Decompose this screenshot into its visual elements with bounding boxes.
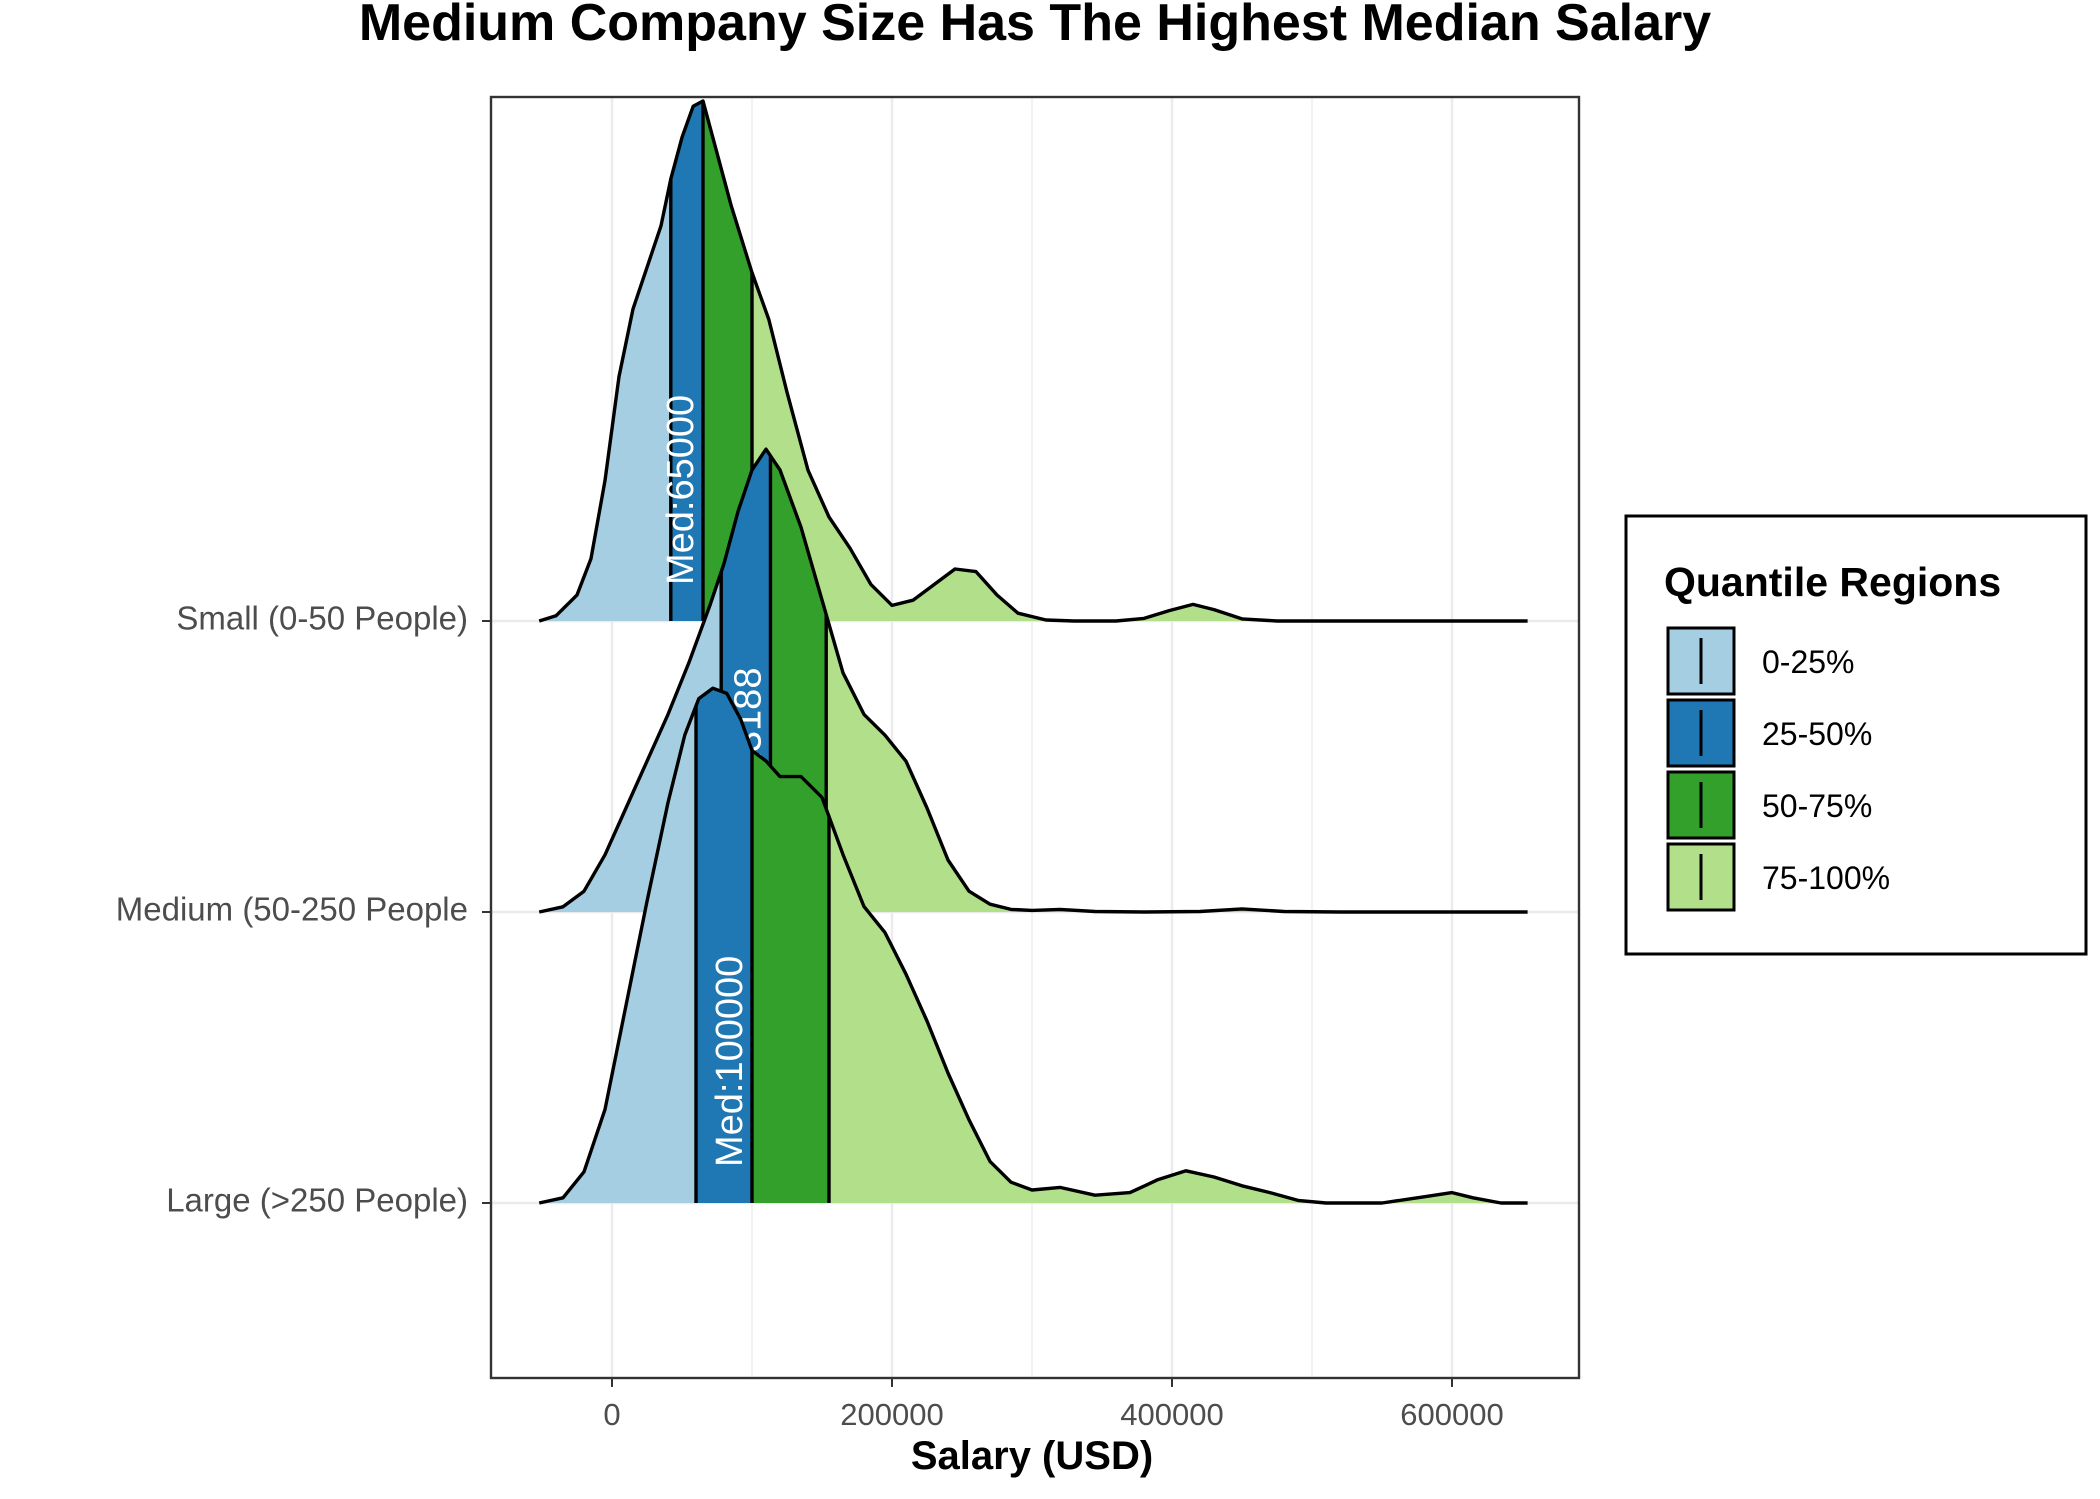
quantile-region — [539, 705, 696, 1203]
x-axis-title: Salary (USD) — [911, 1434, 1153, 1478]
quantile-region — [752, 750, 829, 1203]
x-tick-label: 200000 — [840, 1397, 943, 1432]
density-outline — [538, 447, 1528, 914]
ridge-group: Med:100000 — [538, 686, 1528, 1205]
y-tick-label: Small (0-50 People) — [176, 600, 468, 637]
y-axis: Small (0-50 People) Medium (50-250 People… — [116, 600, 491, 1219]
legend: Quantile Regions 0-25% 25-50% 50-75% 75-100… — [1624, 514, 2088, 956]
legend-label: 25-50% — [1762, 716, 1872, 752]
quantile-region — [696, 688, 752, 1203]
legend-items: 0-25% 25-50% 50-75% 75-100% — [1666, 626, 1890, 912]
legend-title: Quantile Regions — [1664, 559, 2001, 605]
quantile-region — [829, 816, 1528, 1203]
y-tick-label: Medium (50-250 People — [116, 891, 468, 928]
x-tick-label: 0 — [603, 1397, 620, 1432]
chart-title: Medium Company Size Has The Highest Medi… — [359, 0, 1711, 52]
legend-label: 0-25% — [1762, 644, 1855, 680]
legend-label: 50-75% — [1762, 788, 1872, 824]
plot-border — [489, 95, 1581, 1380]
median-label: Med:65000 — [660, 395, 702, 585]
y-tick-label: Large (>250 People) — [166, 1182, 468, 1219]
x-tick-label: 600000 — [1400, 1397, 1503, 1432]
quantile-region — [826, 614, 1528, 912]
quantile-region — [703, 101, 752, 621]
x-axis: 0 200000 400000 600000 — [603, 1378, 1504, 1432]
quantile-region — [670, 101, 703, 621]
median-label: Med:100000 — [709, 956, 751, 1167]
quantile-region — [752, 272, 1528, 621]
ridge-group: Med:65000 — [538, 99, 1528, 623]
density-outline — [538, 99, 1528, 623]
quantile-region — [539, 179, 671, 621]
x-tick-label: 400000 — [1120, 1397, 1223, 1432]
panel-frame — [489, 95, 1581, 1380]
legend-label: 75-100% — [1762, 860, 1890, 896]
density-outline — [538, 686, 1528, 1205]
